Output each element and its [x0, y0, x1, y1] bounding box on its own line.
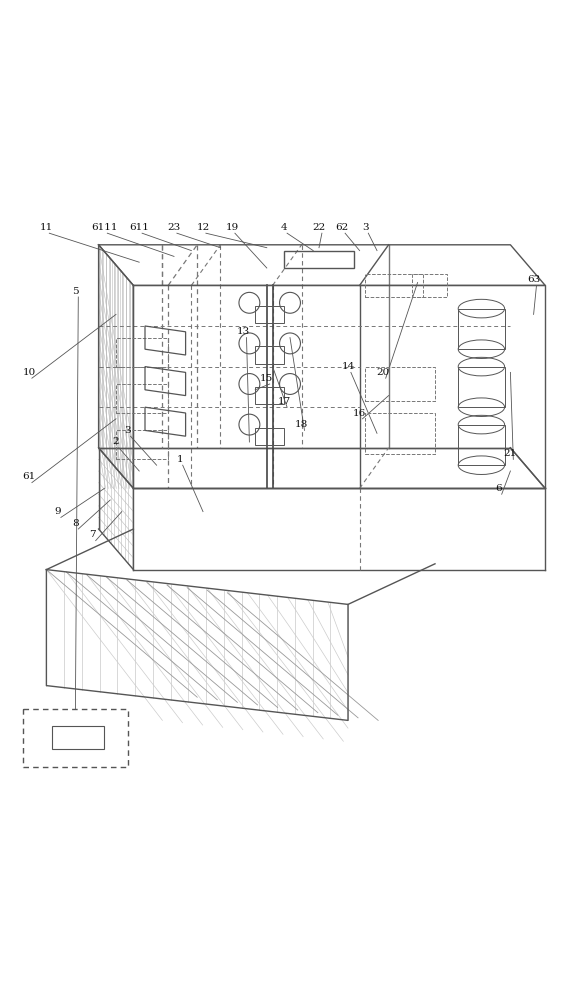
Text: 6: 6	[495, 484, 502, 493]
Text: 5: 5	[72, 287, 79, 296]
Text: 4: 4	[281, 223, 288, 232]
Text: 12: 12	[197, 223, 209, 232]
Text: 15: 15	[260, 374, 273, 383]
Text: 3: 3	[124, 426, 131, 435]
Text: 1: 1	[176, 455, 183, 464]
Text: 11: 11	[40, 223, 53, 232]
Text: 13: 13	[237, 327, 250, 336]
Bar	[412, 274, 447, 297]
Text: 14: 14	[342, 362, 354, 371]
Bar	[116, 430, 168, 459]
Bar	[116, 384, 168, 413]
Bar	[255, 306, 284, 323]
Text: 16: 16	[353, 408, 366, 418]
Text: 21: 21	[504, 449, 517, 458]
Text: 17: 17	[278, 397, 291, 406]
Text: 63: 63	[527, 275, 540, 284]
Text: 6111: 6111	[91, 223, 118, 232]
Bar	[365, 367, 435, 401]
Text: 62: 62	[336, 223, 349, 232]
Text: 8: 8	[72, 519, 79, 528]
Text: 611: 611	[129, 223, 149, 232]
Text: 19: 19	[226, 223, 238, 232]
Bar	[255, 428, 284, 445]
Text: 9: 9	[55, 507, 61, 516]
Text: 18: 18	[295, 420, 308, 429]
Text: 2: 2	[113, 438, 119, 446]
Bar	[255, 346, 284, 364]
Text: 22: 22	[313, 223, 325, 232]
Bar	[365, 274, 423, 297]
Bar	[116, 338, 168, 367]
Bar	[255, 387, 284, 404]
Text: 23: 23	[168, 223, 180, 232]
Text: 20: 20	[376, 368, 389, 377]
Text: 3: 3	[362, 223, 369, 232]
Text: 61: 61	[23, 472, 35, 481]
Text: 7: 7	[89, 530, 96, 539]
Bar	[365, 413, 435, 454]
Text: 10: 10	[23, 368, 35, 377]
